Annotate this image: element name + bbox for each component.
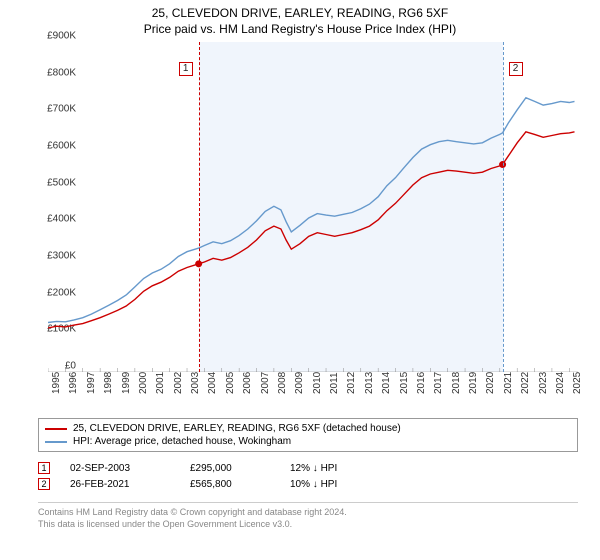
x-tick: 2008 xyxy=(277,372,288,394)
x-tick: 2023 xyxy=(538,372,549,394)
x-tick: 2006 xyxy=(242,372,253,394)
x-tick: 2009 xyxy=(294,372,305,394)
marker-vline-1 xyxy=(199,42,200,372)
chart-title: 25, CLEVEDON DRIVE, EARLEY, READING, RG6… xyxy=(0,0,600,20)
x-tick: 2014 xyxy=(381,372,392,394)
chart-container: 25, CLEVEDON DRIVE, EARLEY, READING, RG6… xyxy=(0,0,600,560)
x-tick: 2002 xyxy=(173,372,184,394)
x-tick: 2000 xyxy=(138,372,149,394)
chart-subtitle: Price paid vs. HM Land Registry's House … xyxy=(0,20,600,36)
transaction-price: £295,000 xyxy=(190,463,270,474)
marker-box-1: 1 xyxy=(179,62,193,76)
x-tick: 2011 xyxy=(329,372,340,394)
x-tick: 2007 xyxy=(260,372,271,394)
x-tick: 2018 xyxy=(451,372,462,394)
x-tick: 2017 xyxy=(433,372,444,394)
x-tick: 2001 xyxy=(155,372,166,394)
transaction-marker: 2 xyxy=(38,478,50,490)
x-tick: 2019 xyxy=(468,372,479,394)
legend-label: 25, CLEVEDON DRIVE, EARLEY, READING, RG6… xyxy=(73,423,401,434)
transaction-date: 02-SEP-2003 xyxy=(70,463,170,474)
x-tick: 1998 xyxy=(103,372,114,394)
transaction-price: £565,800 xyxy=(190,479,270,490)
marker-vline-2 xyxy=(503,42,504,372)
transaction-date: 26-FEB-2021 xyxy=(70,479,170,490)
x-tick: 2024 xyxy=(555,372,566,394)
x-tick: 2005 xyxy=(225,372,236,394)
x-tick: 2003 xyxy=(190,372,201,394)
footer-line: Contains HM Land Registry data © Crown c… xyxy=(38,507,578,519)
legend-swatch xyxy=(45,428,67,430)
transactions-table: 1 02-SEP-2003 £295,000 12% ↓ HPI 2 26-FEB-202… xyxy=(38,460,578,492)
y-tick: £900K xyxy=(36,31,76,42)
x-tick: 2025 xyxy=(572,372,583,394)
legend-box: 25, CLEVEDON DRIVE, EARLEY, READING, RG6… xyxy=(38,418,578,452)
transaction-delta: 10% ↓ HPI xyxy=(290,479,337,490)
x-axis: 1995 1996 1997 1998 1999 2000 2001 2002 2003 2004… xyxy=(48,374,578,414)
x-tick: 2016 xyxy=(416,372,427,394)
x-tick: 1997 xyxy=(86,372,97,394)
legend: 25, CLEVEDON DRIVE, EARLEY, READING, RG6… xyxy=(38,418,578,452)
transaction-row: 1 02-SEP-2003 £295,000 12% ↓ HPI xyxy=(38,460,578,476)
x-tick: 1995 xyxy=(51,372,62,394)
transaction-row: 2 26-FEB-2021 £565,800 10% ↓ HPI xyxy=(38,476,578,492)
x-tick: 2012 xyxy=(346,372,357,394)
chart-area: £0£100K£200K£300K£400K£500K£600K£700K£80… xyxy=(38,42,598,412)
x-tick: 1996 xyxy=(68,372,79,394)
plot-area: 12 xyxy=(48,42,578,372)
transaction-delta: 12% ↓ HPI xyxy=(290,463,337,474)
footer-line: This data is licensed under the Open Gov… xyxy=(38,519,578,531)
x-tick: 2022 xyxy=(520,372,531,394)
x-tick: 1999 xyxy=(121,372,132,394)
legend-row: 25, CLEVEDON DRIVE, EARLEY, READING, RG6… xyxy=(45,422,571,435)
x-tick: 2004 xyxy=(207,372,218,394)
marker-box-2: 2 xyxy=(509,62,523,76)
footer-attribution: Contains HM Land Registry data © Crown c… xyxy=(38,502,578,530)
legend-row: HPI: Average price, detached house, Woki… xyxy=(45,435,571,448)
x-tick: 2015 xyxy=(399,372,410,394)
line-chart-svg xyxy=(48,42,578,372)
x-tick: 2021 xyxy=(503,372,514,394)
x-tick: 2010 xyxy=(312,372,323,394)
legend-label: HPI: Average price, detached house, Woki… xyxy=(73,436,291,447)
x-tick: 2013 xyxy=(364,372,375,394)
legend-swatch xyxy=(45,441,67,443)
x-tick: 2020 xyxy=(485,372,496,394)
transaction-marker: 1 xyxy=(38,462,50,474)
